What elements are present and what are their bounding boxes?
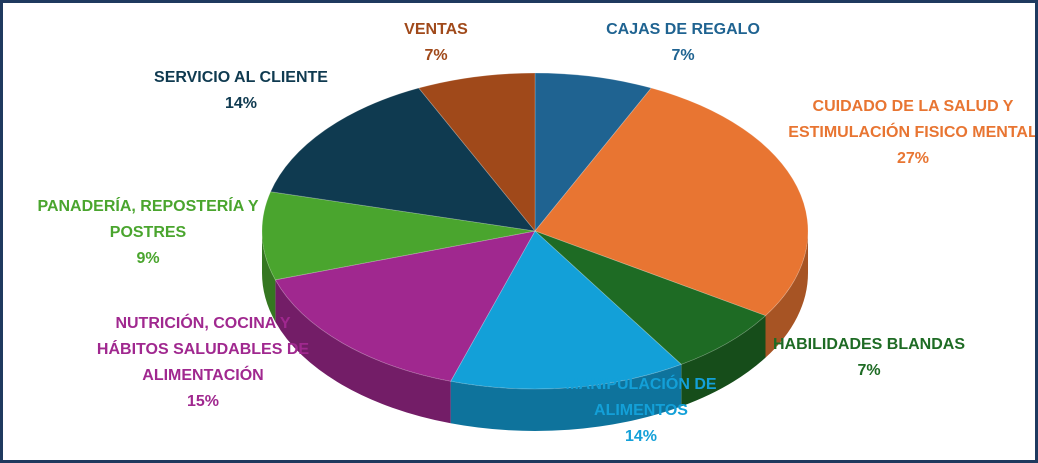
data-label: SERVICIO AL CLIENTE 14% <box>116 65 366 117</box>
category-label: NUTRICIÓN, COCINA Y HÁBITOS SALUDABLES D… <box>96 315 310 384</box>
percent-label: 7% <box>671 47 695 64</box>
pie-slice <box>450 230 683 390</box>
percent-label: 7% <box>424 47 448 64</box>
pie-slice <box>418 72 536 233</box>
data-label: CUIDADO DE LA SALUD Y ESTIMULACIÓN FISIC… <box>788 94 1038 172</box>
pie-slice-side <box>450 364 682 431</box>
percent-label: 14% <box>624 428 658 445</box>
pie-slice-side <box>765 231 809 358</box>
percent-label: 14% <box>224 95 258 112</box>
percent-label: 9% <box>136 250 160 267</box>
data-label: VENTAS 7% <box>376 17 496 69</box>
pie-slice <box>269 87 536 232</box>
category-label: SERVICIO AL CLIENTE <box>154 69 328 86</box>
data-label: CAJAS DE REGALO 7% <box>583 17 783 69</box>
data-label: MANIPULACIÓN DE ALIMENTOS 14% <box>541 372 741 450</box>
data-label: NUTRICIÓN, COCINA Y HÁBITOS SALUDABLES D… <box>88 311 318 415</box>
percent-label: 27% <box>896 150 930 167</box>
category-label: MANIPULACIÓN DE ALIMENTOS <box>565 376 717 419</box>
pie-slice-side <box>681 315 766 407</box>
category-label: VENTAS <box>404 21 468 38</box>
percent-label: 7% <box>857 362 881 379</box>
pie-canvas <box>261 72 809 431</box>
pie-slice <box>534 72 652 233</box>
category-label: CAJAS DE REGALO <box>606 21 760 38</box>
category-label: CUIDADO DE LA SALUD Y ESTIMULACIÓN FISIC… <box>788 98 1038 141</box>
data-label: HABILIDADES BLANDAS 7% <box>749 332 989 384</box>
pie-slice-side <box>275 279 451 424</box>
pie-slice <box>534 87 809 317</box>
pie-slice <box>274 230 536 382</box>
pie-slice-side <box>262 231 276 322</box>
pie-slice <box>261 191 536 281</box>
category-label: HABILIDADES BLANDAS <box>773 336 965 353</box>
category-label: PANADERÍA, REPOSTERÍA Y POSTRES <box>37 198 259 241</box>
data-label: PANADERÍA, REPOSTERÍA Y POSTRES 9% <box>28 194 268 272</box>
pie-slice <box>534 230 767 365</box>
percent-label: 15% <box>186 393 220 410</box>
